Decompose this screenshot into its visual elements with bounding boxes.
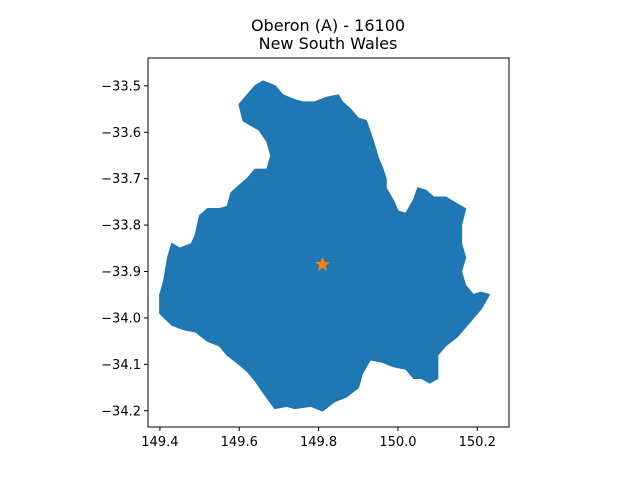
y-tick-label: −33.8	[101, 219, 141, 234]
y-tick-label: −33.9	[101, 265, 141, 280]
y-tick-label: −34.1	[101, 358, 141, 373]
x-tick-label: 150.0	[379, 435, 416, 450]
x-tick-label: 150.2	[459, 435, 496, 450]
y-tick-label: −34.2	[101, 404, 141, 419]
x-tick-label: 149.6	[221, 435, 258, 450]
map-title-line-1: Oberon (A) - 16100	[251, 16, 405, 35]
plot-area	[159, 80, 490, 412]
x-axis: 149.4 149.6 149.8 150.0 150.2	[141, 427, 496, 450]
map-title-line-2: New South Wales	[259, 34, 398, 53]
y-tick-label: −33.5	[101, 79, 141, 94]
axes-frame	[147, 57, 510, 428]
y-tick-label: −33.7	[101, 172, 141, 187]
center-marker-star	[315, 256, 331, 271]
y-axis: −33.5 −33.6 −33.7 −33.8 −33.9 −34.0 −34.1 −34.2	[101, 79, 148, 419]
y-tick-label: −34.0	[101, 311, 141, 326]
y-tick-label: −33.6	[101, 126, 141, 141]
x-tick-label: 149.8	[300, 435, 337, 450]
x-tick-label: 149.4	[141, 435, 178, 450]
region-shape-oberon	[159, 80, 490, 412]
